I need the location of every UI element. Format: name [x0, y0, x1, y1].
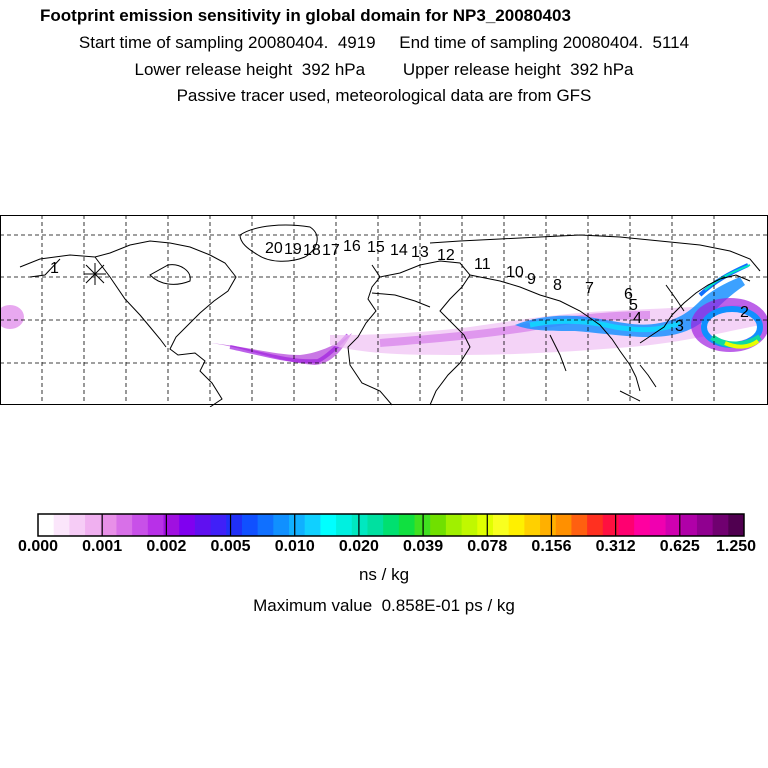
trajectory-label: 6 — [624, 286, 633, 303]
trajectory-label: 13 — [411, 244, 429, 261]
colorbar-cell — [273, 514, 290, 536]
colorbar-cell — [555, 514, 572, 536]
colorbar-cell — [430, 514, 447, 536]
coastlines — [19, 224, 761, 407]
trajectory-label: 1 — [50, 260, 59, 277]
colorbar-cell — [210, 514, 227, 536]
colorbar-cell — [728, 514, 745, 536]
colorbar-cell — [53, 514, 70, 536]
colorbar-cell — [571, 514, 588, 536]
trajectory-label: 4 — [633, 310, 642, 327]
colorbar-cell — [194, 514, 212, 536]
colorbar-cell — [461, 514, 478, 536]
trajectory-label: 14 — [390, 242, 408, 259]
colorbar-tick-label: 0.625 — [659, 538, 700, 555]
colorbar-cell — [540, 514, 557, 536]
trajectory-label: 12 — [437, 247, 455, 264]
trajectory-label: 20 — [265, 240, 283, 257]
colorbar-tick-label: 0.005 — [210, 538, 251, 555]
maximum-value-note: Maximum value 0.858E-01 ps / kg — [253, 596, 515, 615]
colorbar-units: ns / kg — [358, 565, 410, 584]
trajectory-label: 10 — [506, 264, 524, 281]
colorbar-tick-label: 0.312 — [595, 538, 636, 555]
colorbar-tick-label: 0.000 — [17, 538, 59, 555]
trajectory-label: 8 — [553, 277, 562, 294]
colorbar-cell — [132, 514, 149, 536]
trajectory-label: 5 — [629, 297, 638, 314]
colorbar-cell — [241, 514, 259, 536]
colorbar-tick-label: 0.002 — [146, 538, 187, 555]
colorbar-cell — [398, 514, 416, 536]
colorbar-cell — [587, 514, 604, 536]
colorbar-cell — [147, 514, 165, 536]
trajectory-label: 11 — [474, 256, 491, 273]
colorbar-tick-label: 0.020 — [338, 538, 379, 555]
colorbar-cell — [634, 514, 651, 536]
colorbar-cell — [38, 514, 55, 536]
colorbar-cell — [665, 514, 682, 536]
trajectory-label: 2 — [740, 304, 749, 321]
sampling-time-line: Start time of sampling 20080404. 4919 En… — [78, 33, 690, 52]
colorbar-tick-label: 0.001 — [82, 538, 123, 555]
trajectory-label: 9 — [527, 271, 536, 288]
colorbar-cell — [226, 514, 243, 536]
trajectory-label: 15 — [367, 239, 385, 256]
colorbar-cell — [712, 514, 729, 536]
colorbar-cell — [649, 514, 667, 536]
release-height-line: Lower release height 392 hPa Upper relea… — [134, 60, 634, 79]
colorbar-cell — [367, 514, 384, 536]
colorbar-cell — [116, 514, 133, 536]
colorbar-cell — [508, 514, 525, 536]
colorbar-cell — [383, 514, 400, 536]
colorbar-cell — [320, 514, 337, 536]
colorbar-cell — [351, 514, 368, 536]
colorbar-tick-label: 0.039 — [403, 538, 444, 555]
colorbar-cell — [289, 514, 306, 536]
colorbar-cell — [257, 514, 274, 536]
trajectory-label: 16 — [343, 238, 361, 255]
release-point-marker — [84, 263, 106, 285]
trajectory-label: 19 — [284, 241, 302, 258]
colorbar-cell — [492, 514, 510, 536]
colorbar-cell — [163, 514, 180, 536]
colorbar — [37, 513, 745, 537]
colorbar-cell — [85, 514, 102, 536]
colorbar-cell — [445, 514, 463, 536]
trajectory-label: 18 — [303, 242, 321, 259]
tracer-info-line: Passive tracer used, meteorological data… — [176, 86, 592, 105]
colorbar-cell — [100, 514, 117, 536]
colorbar-cell — [477, 514, 494, 536]
colorbar-cell — [336, 514, 353, 536]
colorbar-tick-label: 0.156 — [531, 538, 572, 555]
trajectory-label: 7 — [585, 280, 594, 297]
colorbar-tick-label: 1.250 — [715, 538, 757, 555]
colorbar-cell — [602, 514, 619, 536]
figure-title: Footprint emission sensitivity in global… — [40, 6, 571, 25]
colorbar-cell — [681, 514, 698, 536]
colorbar-cell — [179, 514, 196, 536]
colorbar-cell — [524, 514, 541, 536]
trajectory-label: 3 — [675, 318, 684, 335]
colorbar-tick-label: 0.078 — [467, 538, 508, 555]
graticule — [0, 215, 768, 405]
colorbar-cell — [618, 514, 635, 536]
sensitivity-field — [0, 263, 768, 365]
colorbar-cell — [304, 514, 321, 536]
colorbar-tick-label: 0.010 — [274, 538, 315, 555]
colorbar-cell — [696, 514, 714, 536]
colorbar-cell — [69, 514, 86, 536]
trajectory-label: 17 — [322, 242, 340, 259]
